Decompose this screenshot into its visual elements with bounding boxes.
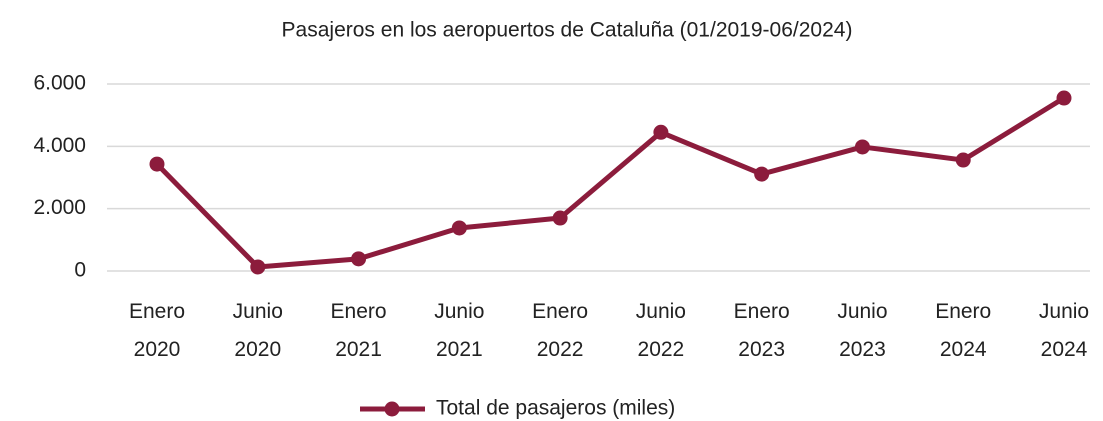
x-tick-label: Junio 2023 bbox=[837, 300, 887, 361]
x-tick-label: Junio 2020 bbox=[233, 300, 283, 361]
x-tick-label: Junio 2024 bbox=[1039, 300, 1089, 361]
x-tick-label: Enero 2020 bbox=[129, 300, 185, 361]
x-tick-label: Enero 2024 bbox=[935, 300, 991, 361]
marker bbox=[149, 156, 165, 172]
y-tick-label: 2.000 bbox=[33, 196, 86, 219]
line bbox=[155, 95, 1066, 270]
marker bbox=[955, 152, 971, 168]
x-tick-label: Enero 2023 bbox=[734, 300, 790, 361]
legend-label: Total de pasajeros (miles) bbox=[436, 397, 675, 420]
y-tick-label: 0 bbox=[74, 259, 86, 282]
marker bbox=[1056, 90, 1072, 106]
x-tick-label: Enero 2022 bbox=[532, 300, 588, 361]
y-tick-label: 6.000 bbox=[33, 72, 86, 95]
marker bbox=[653, 124, 669, 140]
legend-marker bbox=[384, 401, 400, 417]
marker bbox=[854, 139, 870, 155]
marker bbox=[552, 210, 568, 226]
chart-title: Pasajeros en los aeropuertos de Cataluña… bbox=[282, 19, 853, 42]
marker bbox=[250, 259, 266, 275]
x-tick-label: Junio 2022 bbox=[636, 300, 686, 361]
marker bbox=[351, 251, 367, 267]
y-tick-label: 4.000 bbox=[33, 134, 86, 157]
x-tick-label: Enero 2021 bbox=[331, 300, 387, 361]
x-tick-label: Junio 2021 bbox=[434, 300, 484, 361]
marker bbox=[451, 220, 467, 236]
marker bbox=[754, 166, 770, 182]
